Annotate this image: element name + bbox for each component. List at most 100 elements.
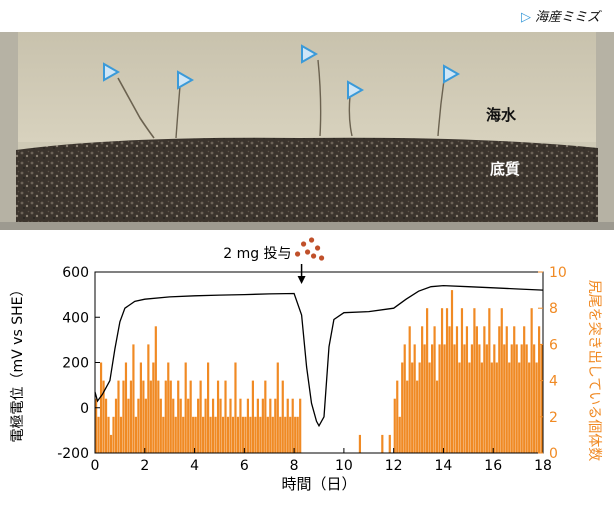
- count-bar: [231, 416, 235, 453]
- x-tick-label: 10: [335, 458, 353, 474]
- count-bar: [515, 344, 518, 453]
- count-bar: [296, 416, 299, 453]
- worm-marker-icon: [443, 64, 461, 84]
- count-bar: [229, 398, 232, 453]
- count-bar: [450, 290, 454, 453]
- count-bar: [159, 398, 162, 453]
- count-bar: [107, 416, 110, 453]
- count-bar: [99, 362, 103, 453]
- count-bar: [264, 380, 267, 453]
- count-bar: [478, 344, 481, 453]
- count-bar: [102, 380, 105, 453]
- count-bar: [179, 398, 182, 453]
- worm-tail: [437, 79, 445, 137]
- count-bar: [503, 344, 506, 453]
- count-bar: [261, 398, 264, 453]
- x-axis-title: 時間（日）: [281, 475, 356, 493]
- y-right-tick-label: 0: [549, 446, 558, 462]
- count-bar: [119, 416, 123, 453]
- count-bar: [473, 308, 476, 453]
- count-bar: [209, 416, 212, 453]
- count-bar: [398, 416, 401, 453]
- count-bar: [518, 362, 521, 453]
- count-bar: [421, 326, 424, 453]
- y-left-tick-label: -200: [57, 446, 89, 462]
- count-bar: [505, 326, 508, 453]
- photo-legend: ▷ 海産ミミズ: [521, 6, 600, 25]
- count-bar: [460, 308, 464, 453]
- tank-wall-left: [0, 32, 18, 230]
- worm-marker-icon: [103, 62, 121, 82]
- count-bar: [435, 380, 439, 453]
- x-tick-label: 14: [435, 458, 453, 474]
- count-bar: [535, 362, 538, 453]
- dose-arrow-head-icon: [297, 276, 306, 284]
- count-bar: [162, 416, 165, 453]
- legend-text: 海産ミミズ: [534, 10, 600, 25]
- count-bar: [244, 416, 247, 453]
- count-bar: [144, 398, 147, 453]
- count-bar: [475, 326, 478, 453]
- x-tick-label: 18: [534, 458, 552, 474]
- count-bar: [291, 398, 294, 453]
- count-bar: [493, 344, 496, 453]
- dose-particle-icon: [310, 253, 317, 259]
- count-bar: [480, 362, 483, 453]
- x-tick-label: 6: [240, 458, 249, 474]
- sediment-region: [16, 137, 598, 224]
- count-bar: [540, 344, 543, 453]
- count-bar: [199, 380, 202, 453]
- y-right-tick-label: 4: [549, 374, 558, 390]
- count-bar: [139, 362, 142, 453]
- dose-particle-icon: [300, 241, 307, 247]
- count-bar: [169, 380, 172, 453]
- count-bar: [525, 344, 528, 453]
- count-bar: [269, 398, 272, 453]
- potential-line: [94, 284, 544, 428]
- count-bar: [109, 434, 113, 453]
- tank-photo-drawing: [0, 32, 614, 230]
- count-bar: [189, 380, 192, 453]
- count-bar: [381, 434, 384, 453]
- x-tick-label: 8: [290, 458, 299, 474]
- worm-tail: [348, 95, 353, 137]
- count-bar: [221, 416, 225, 453]
- count-bar: [219, 398, 222, 453]
- count-bar: [388, 434, 391, 453]
- tank-wall-right: [596, 32, 614, 230]
- x-tick-label: 2: [140, 458, 149, 474]
- count-bar: [445, 308, 449, 453]
- y-left-tick-label: 200: [62, 356, 89, 372]
- y-right-tick-label: 2: [549, 410, 558, 426]
- count-bar: [251, 380, 254, 453]
- y-right-axis-title: 尻尾を突き出している個体数: [586, 280, 602, 462]
- count-bar: [403, 344, 406, 453]
- worm-marker-icon: [177, 70, 195, 90]
- y-left-tick-label: 0: [80, 401, 89, 417]
- count-bar: [194, 416, 197, 453]
- count-bar: [211, 398, 215, 453]
- count-bar: [214, 416, 217, 453]
- y-left-tick-label: 400: [62, 310, 89, 326]
- count-bar: [448, 326, 451, 453]
- count-bar: [413, 344, 416, 453]
- count-bar: [182, 416, 185, 453]
- count-bar: [249, 416, 252, 453]
- count-bar: [187, 398, 190, 453]
- count-bar: [95, 398, 98, 453]
- count-bar: [416, 380, 419, 453]
- sediment-label: 底質: [490, 160, 521, 178]
- count-bar: [117, 380, 120, 453]
- count-bar: [216, 380, 220, 453]
- count-bar: [453, 344, 456, 453]
- count-bar: [463, 344, 466, 453]
- count-bar: [488, 308, 491, 453]
- worm-marker-icon: [347, 80, 365, 100]
- worm-marker-icon: [301, 44, 319, 64]
- count-bar: [470, 344, 474, 453]
- count-bar: [134, 416, 138, 453]
- count-bar: [142, 380, 145, 453]
- potential-chart: 0 2 4 6 8 10 12 14 16 18時間（日）-2000200400600電極電位（m…: [10, 237, 602, 493]
- tank-bottom: [0, 222, 614, 230]
- count-bar: [197, 398, 200, 453]
